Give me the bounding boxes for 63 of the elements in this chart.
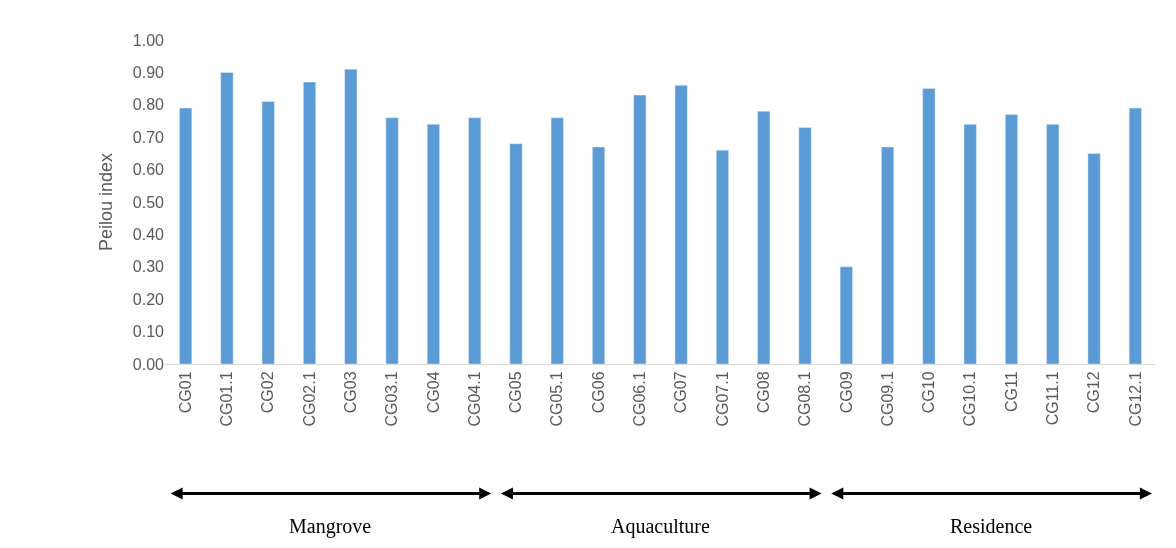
bar	[344, 68, 358, 364]
bar	[839, 266, 853, 364]
x-tick-label: CG03.1	[383, 371, 401, 427]
x-tick-label: CG11.1	[1043, 371, 1061, 426]
bar	[509, 143, 523, 364]
bar	[592, 146, 606, 364]
y-tick-label: 0.20	[132, 290, 165, 308]
y-tick-label: 0.70	[132, 128, 165, 146]
x-tick-label: CG02	[259, 371, 277, 414]
x-tick-label: CG03	[342, 371, 360, 414]
x-tick-label: CG06	[589, 371, 607, 414]
bar	[757, 111, 771, 364]
x-tick-label: CG07.1	[713, 371, 731, 427]
x-tick-label: CG11	[1002, 371, 1020, 413]
y-tick-label: 0.30	[132, 258, 165, 276]
x-tick-label: CG01.1	[218, 371, 236, 427]
bar	[426, 123, 440, 364]
x-tick-label: CG05	[507, 371, 525, 414]
bar	[881, 146, 895, 364]
y-tick-label: 0.60	[132, 161, 165, 179]
x-tick-label: CG01	[176, 371, 194, 414]
x-tick-label: CG04	[424, 371, 442, 414]
x-tick-label: CG12	[1085, 371, 1103, 414]
bar	[1128, 107, 1142, 364]
x-tick-label: CG05.1	[548, 371, 566, 427]
bar	[550, 117, 564, 364]
x-tick-label: CG06.1	[631, 371, 649, 427]
bar	[385, 117, 399, 364]
y-axis-title: Peilou index	[96, 152, 117, 252]
x-tick-label: CG07	[672, 371, 690, 414]
x-tick-label: CG08	[754, 371, 772, 414]
bar	[1046, 123, 1060, 364]
bar	[963, 123, 977, 364]
bar	[1005, 114, 1018, 364]
x-tick-label: CG12.1	[1126, 371, 1144, 427]
x-tick-label: CG10.1	[961, 371, 979, 427]
text: Residence	[950, 515, 1033, 537]
text: Aquaculture	[611, 515, 710, 538]
x-tick-label: CG04.1	[465, 371, 483, 427]
y-tick-label: 1.00	[132, 31, 165, 49]
bar	[468, 117, 482, 364]
bar	[798, 127, 812, 364]
bar	[633, 94, 647, 364]
y-tick-label: 0.80	[132, 96, 165, 114]
y-tick-label: 0.10	[132, 323, 165, 341]
bar	[220, 72, 234, 364]
x-tick-label: CG09	[837, 371, 855, 414]
bar	[303, 81, 316, 364]
bar	[715, 149, 729, 364]
bar	[261, 101, 275, 364]
y-tick-label: 0.50	[132, 193, 165, 211]
bar	[922, 88, 936, 364]
x-tick-label: CG02.1	[300, 371, 318, 427]
bar	[179, 107, 193, 364]
x-tick-label: CG09.1	[878, 371, 896, 427]
x-tick-label: CG10	[920, 371, 938, 414]
bar	[1087, 153, 1101, 364]
y-tick-label: 0.40	[132, 226, 165, 243]
bar	[674, 85, 688, 364]
y-tick-label: 0.90	[132, 64, 165, 81]
y-tick-label: 0.00	[132, 355, 165, 373]
x-tick-label: CG08.1	[796, 371, 814, 427]
text: Mangrove	[289, 515, 372, 538]
